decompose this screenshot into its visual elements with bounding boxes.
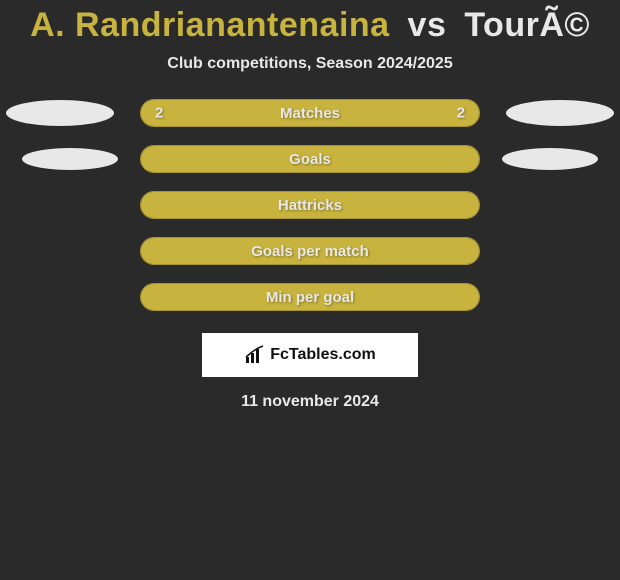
stat-row: Goals <box>0 145 620 173</box>
stats-rows: 2 2 Matches Goals Hattricks Goals per match Mi… <box>0 99 620 311</box>
source-logo[interactable]: FcTables.com <box>202 333 418 377</box>
stat-row: 2 2 Matches <box>0 99 620 127</box>
stat-label: Goals per match <box>251 243 369 260</box>
subtitle: Club competitions, Season 2024/2025 <box>167 55 452 73</box>
date: 11 november 2024 <box>241 393 379 411</box>
bar-fill-right <box>310 146 479 172</box>
page-title: A. Randrianantenaina vs TourÃ© <box>30 6 590 45</box>
player1-badge <box>6 100 114 126</box>
stat-label: Min per goal <box>266 289 354 306</box>
title-vs: vs <box>408 6 447 44</box>
barchart-icon <box>244 345 264 365</box>
player1-name: A. Randrianantenaina <box>30 6 390 44</box>
stat-value-left: 2 <box>155 105 163 122</box>
stat-row: Min per goal <box>0 283 620 311</box>
player2-badge <box>506 100 614 126</box>
player1-badge <box>22 148 118 170</box>
stat-bar: Hattricks <box>140 191 480 219</box>
stat-value-right: 2 <box>457 105 465 122</box>
stat-bar: Min per goal <box>140 283 480 311</box>
player2-name: TourÃ© <box>464 6 590 44</box>
stat-label: Matches <box>280 105 340 122</box>
bar-fill-left <box>141 146 310 172</box>
player2-badge <box>502 148 598 170</box>
stat-bar: 2 2 Matches <box>140 99 480 127</box>
stat-row: Goals per match <box>0 237 620 265</box>
source-logo-text: FcTables.com <box>270 346 376 364</box>
stat-label: Hattricks <box>278 197 342 214</box>
stat-bar: Goals per match <box>140 237 480 265</box>
stat-bar: Goals <box>140 145 480 173</box>
stat-label: Goals <box>289 151 331 168</box>
comparison-widget: A. Randrianantenaina vs TourÃ© Club comp… <box>0 0 620 580</box>
stat-row: Hattricks <box>0 191 620 219</box>
